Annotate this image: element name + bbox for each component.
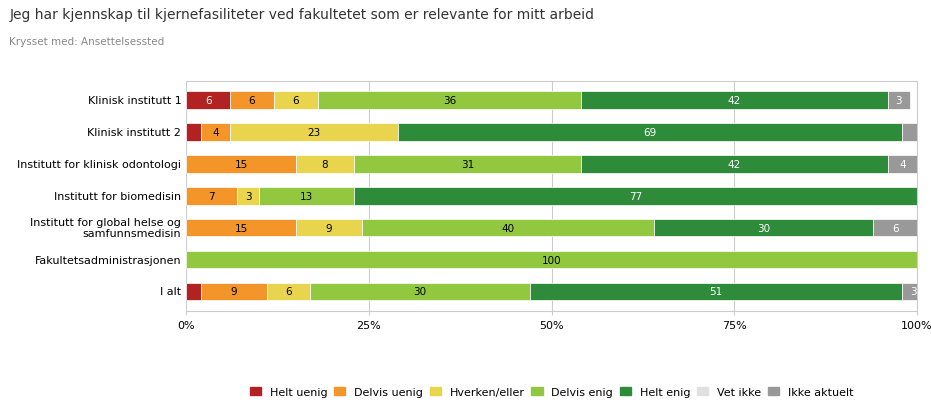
Bar	[902, 283, 924, 301]
Bar	[186, 92, 230, 110]
Bar	[873, 219, 917, 237]
Text: 15: 15	[235, 223, 248, 233]
Bar	[237, 188, 259, 205]
Bar	[186, 156, 296, 173]
Text: 9: 9	[326, 223, 332, 233]
Text: 6: 6	[285, 287, 291, 297]
Text: 51: 51	[709, 287, 722, 297]
Text: Jeg har kjennskap til kjernefasiliteter ved fakultetet som er relevante for mitt: Jeg har kjennskap til kjernefasiliteter …	[9, 8, 594, 22]
Text: 4: 4	[212, 128, 219, 138]
Bar	[201, 124, 230, 142]
Legend: Helt uenig, Delvis uenig, Hverken/eller, Delvis enig, Helt enig, Vet ikke, Ikke : Helt uenig, Delvis uenig, Hverken/eller,…	[246, 382, 857, 402]
Text: 6: 6	[892, 223, 898, 233]
Text: 23: 23	[307, 128, 320, 138]
Text: 100: 100	[542, 255, 561, 265]
Text: 30: 30	[757, 223, 770, 233]
Bar	[186, 188, 237, 205]
Text: 69: 69	[643, 128, 657, 138]
Bar	[259, 188, 355, 205]
Bar	[902, 124, 917, 142]
Bar	[186, 219, 296, 237]
Text: 31: 31	[461, 160, 474, 169]
Bar	[186, 251, 917, 269]
Bar	[201, 283, 266, 301]
Bar	[230, 124, 398, 142]
Text: 36: 36	[442, 96, 456, 106]
Text: 15: 15	[235, 160, 248, 169]
Bar	[186, 283, 201, 301]
Text: 42: 42	[728, 160, 741, 169]
Text: 77: 77	[629, 191, 642, 201]
Bar	[888, 156, 917, 173]
Bar	[230, 92, 274, 110]
Text: 40: 40	[501, 223, 514, 233]
Text: 3: 3	[911, 287, 917, 297]
Text: 30: 30	[413, 287, 426, 297]
Bar	[310, 283, 530, 301]
Text: 7: 7	[209, 191, 215, 201]
Bar	[398, 124, 902, 142]
Bar	[581, 92, 888, 110]
Text: 6: 6	[205, 96, 211, 106]
Bar	[274, 92, 317, 110]
Text: 9: 9	[230, 287, 237, 297]
Text: 6: 6	[292, 96, 299, 106]
Bar	[355, 188, 917, 205]
Text: 3: 3	[896, 96, 902, 106]
Text: 4: 4	[899, 160, 906, 169]
Bar	[530, 283, 902, 301]
Bar	[361, 219, 654, 237]
Bar	[266, 283, 310, 301]
Bar	[296, 156, 355, 173]
Text: 13: 13	[300, 191, 314, 201]
Bar	[186, 124, 201, 142]
Bar	[355, 156, 581, 173]
Text: 42: 42	[728, 96, 741, 106]
Bar	[317, 92, 581, 110]
Text: 3: 3	[245, 191, 251, 201]
Text: 8: 8	[322, 160, 329, 169]
Text: 6: 6	[249, 96, 255, 106]
Bar	[888, 92, 910, 110]
Text: Krysset med: Ansettelsessted: Krysset med: Ansettelsessted	[9, 37, 165, 47]
Bar	[296, 219, 361, 237]
Bar	[581, 156, 888, 173]
Bar	[654, 219, 873, 237]
